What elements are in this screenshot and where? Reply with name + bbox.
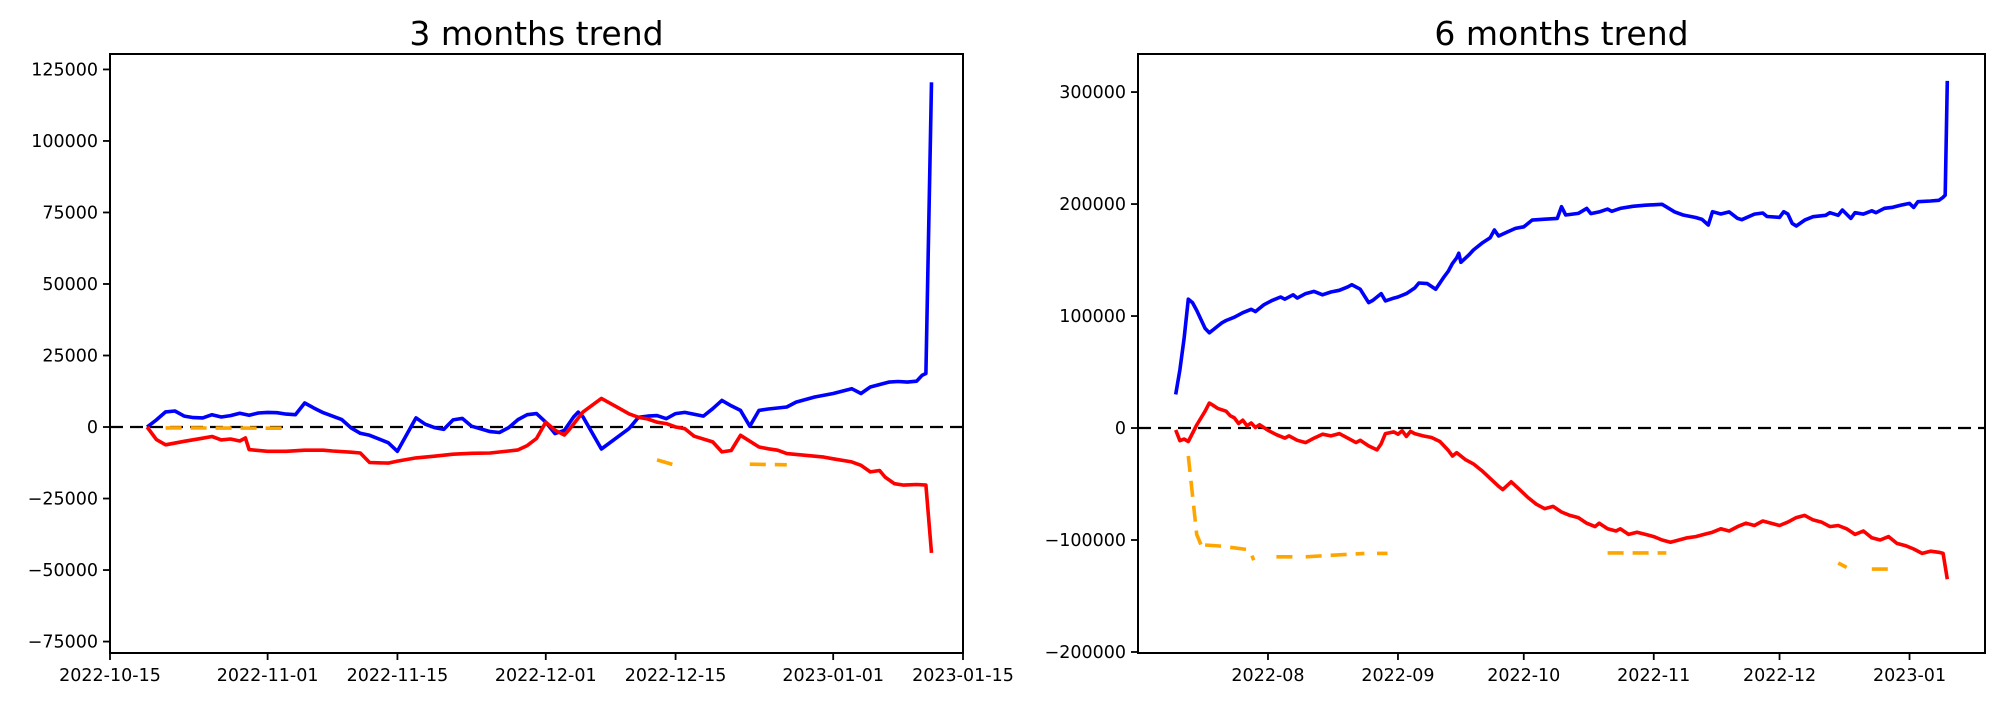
orange-trend-line (1188, 456, 1201, 545)
plot-frame (1138, 54, 1985, 653)
orange-trend-line (1838, 563, 1846, 567)
x-tick-label: 2022-11-01 (217, 666, 319, 686)
y-tick-label: 25000 (42, 347, 98, 367)
blue-trend-line (1176, 81, 1948, 395)
x-tick-label: 2023-01-01 (782, 666, 884, 686)
y-tick-label: −100000 (1045, 531, 1126, 551)
chart-1: 6 months trend 2022-08 2022-09 2022-10 2022-… (1045, 14, 1985, 686)
x-tick-label: 2023-01 (1873, 666, 1946, 686)
x-tick-label: 2023-01-15 (912, 666, 1014, 686)
y-tick-label: 100000 (31, 132, 98, 152)
y-tick-label: −200000 (1045, 643, 1126, 663)
chart-title: 3 months trend (409, 14, 663, 53)
x-tick-label: 2022-11 (1617, 666, 1690, 686)
y-tick-label: 50000 (42, 275, 98, 295)
y-tick-label: 100000 (1059, 307, 1126, 327)
x-tick-label: 2022-09 (1361, 666, 1434, 686)
y-tick-label: −25000 (28, 490, 98, 510)
x-tick-label: 2022-10 (1487, 666, 1560, 686)
x-tick-label: 2022-12-01 (495, 666, 597, 686)
y-tick-label: 300000 (1059, 83, 1126, 103)
orange-trend-line (1230, 547, 1254, 560)
y-tick-label: −75000 (28, 633, 98, 653)
y-tick-label: −50000 (28, 561, 98, 581)
x-tick-label: 2022-12 (1743, 666, 1816, 686)
x-tick-label: 2022-12-15 (625, 666, 727, 686)
x-tick-label: 2022-08 (1231, 666, 1304, 686)
chart-title: 6 months trend (1434, 14, 1688, 53)
orange-trend-line (1306, 553, 1365, 556)
x-tick-label: 2022-11-15 (347, 666, 449, 686)
y-tick-label: 200000 (1059, 195, 1126, 215)
orange-trend-line (657, 460, 676, 465)
blue-trend-line (147, 82, 931, 451)
y-tick-label: 125000 (31, 60, 98, 80)
red-trend-line (1176, 403, 1948, 579)
red-trend-line (147, 398, 931, 553)
plot-frame (110, 54, 963, 653)
chart-0: 3 months trend 2022-10-15 2022-11-01 2022-1… (28, 14, 1014, 686)
orange-trend-line (1205, 545, 1222, 546)
y-tick-label: 0 (1115, 419, 1126, 439)
y-tick-label: 0 (87, 418, 98, 438)
x-tick-label: 2022-10-15 (59, 666, 161, 686)
y-tick-label: 75000 (42, 203, 98, 223)
orange-trend-line (750, 464, 787, 465)
